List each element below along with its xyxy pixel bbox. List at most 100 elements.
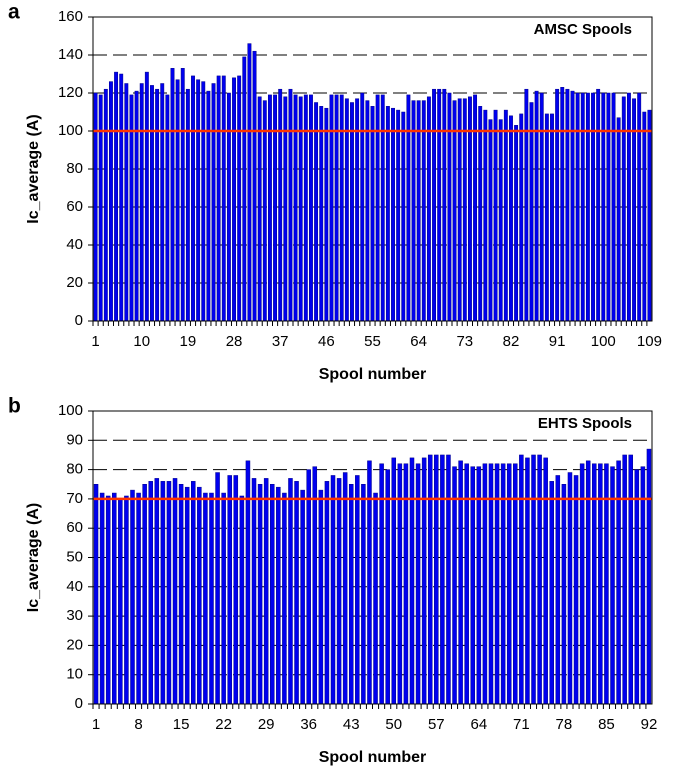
- bar: [306, 469, 311, 705]
- y-tick-label: 60: [66, 519, 83, 536]
- bar: [144, 71, 149, 322]
- bar: [634, 469, 640, 705]
- bar: [329, 94, 334, 322]
- bar: [524, 88, 529, 322]
- bar: [616, 460, 621, 705]
- bar: [537, 454, 542, 705]
- bar: [355, 475, 360, 705]
- bar: [452, 466, 457, 705]
- bar: [385, 469, 390, 705]
- bar: [180, 68, 185, 322]
- bar: [206, 90, 211, 322]
- bar: [314, 102, 319, 322]
- y-tick-label: 70: [66, 490, 83, 507]
- bar: [628, 454, 633, 705]
- bar: [109, 81, 113, 322]
- bar: [601, 92, 606, 322]
- bar: [432, 88, 436, 322]
- bar: [440, 454, 445, 705]
- bar: [136, 492, 141, 705]
- bar: [646, 448, 652, 705]
- bar: [105, 495, 111, 705]
- bar: [350, 102, 354, 322]
- bar: [245, 460, 251, 705]
- bar: [373, 492, 378, 705]
- bar: [580, 92, 585, 322]
- x-tick-label: 37: [272, 333, 289, 350]
- bar: [303, 94, 308, 322]
- bar: [342, 472, 348, 705]
- bar: [203, 492, 208, 705]
- bar: [447, 92, 452, 322]
- bar: [172, 478, 178, 705]
- y-tick-label: 90: [66, 431, 83, 448]
- bar: [385, 106, 390, 322]
- panel-label: b: [8, 395, 21, 418]
- bar: [154, 478, 160, 705]
- bar: [446, 454, 451, 705]
- bar: [237, 75, 242, 322]
- bar: [567, 472, 573, 705]
- bar: [215, 472, 220, 705]
- bar: [585, 460, 591, 705]
- x-tick-label: 57: [428, 716, 445, 733]
- x-tick-label: 92: [641, 716, 658, 733]
- bar: [411, 100, 416, 322]
- y-tick-label: 0: [75, 695, 83, 712]
- x-tick-label: 15: [173, 716, 190, 733]
- bar: [191, 481, 196, 705]
- bar: [263, 478, 269, 705]
- bar: [112, 492, 117, 705]
- x-tick-label: 71: [513, 716, 530, 733]
- chart-title: AMSC Spools: [534, 21, 632, 38]
- bar: [437, 88, 442, 322]
- bar: [251, 478, 257, 705]
- plot-frame: [92, 410, 653, 705]
- x-tick-label: 73: [456, 333, 473, 350]
- bar: [252, 50, 257, 322]
- x-tick-label: 22: [215, 716, 232, 733]
- bar: [269, 484, 275, 705]
- bar: [473, 94, 478, 322]
- bar: [262, 100, 267, 322]
- bar: [365, 100, 370, 322]
- bar: [148, 481, 153, 705]
- x-tick-label: 10: [133, 333, 150, 350]
- bar: [227, 475, 232, 705]
- bar: [288, 478, 293, 705]
- bar: [130, 489, 135, 705]
- bar: [324, 107, 329, 322]
- bar: [273, 94, 278, 322]
- bar: [360, 92, 365, 322]
- x-tick-label: 1: [92, 716, 100, 733]
- bar: [160, 83, 165, 322]
- x-tick-label: 36: [300, 716, 317, 733]
- bar: [483, 109, 488, 322]
- bar: [488, 119, 493, 322]
- y-tick-label: 0: [75, 312, 83, 329]
- bar: [282, 492, 287, 705]
- bar: [596, 88, 601, 322]
- bar: [421, 457, 427, 705]
- bar: [543, 457, 548, 705]
- y-tick-label: 30: [66, 607, 83, 624]
- x-tick-label: 29: [258, 716, 275, 733]
- bar: [300, 489, 305, 705]
- bar: [606, 92, 611, 322]
- bar: [319, 106, 324, 322]
- y-axis-title: Ic_average (A): [25, 503, 42, 612]
- y-axis-title: Ic_average (A): [25, 114, 42, 223]
- plot-frame: [92, 16, 653, 322]
- bar: [476, 466, 482, 705]
- y-tick-label: 40: [66, 578, 83, 595]
- y-tick-label: 20: [66, 636, 83, 653]
- bar: [421, 100, 426, 322]
- bar: [539, 92, 544, 322]
- bar: [276, 486, 281, 705]
- bar: [142, 484, 147, 705]
- bar: [514, 125, 519, 322]
- bar: [150, 85, 154, 322]
- bar: [544, 113, 549, 322]
- bar: [555, 88, 560, 322]
- bar: [129, 94, 134, 322]
